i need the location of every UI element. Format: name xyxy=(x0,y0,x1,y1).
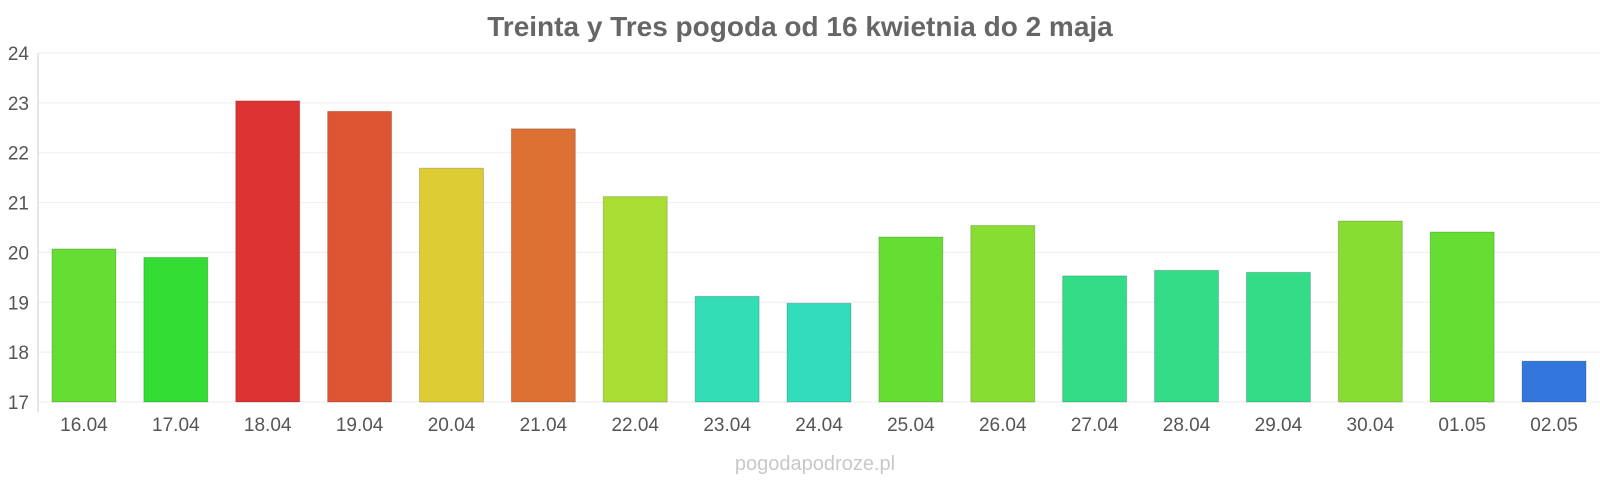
bar-22.04 xyxy=(602,196,668,403)
x-tick-label: 20.04 xyxy=(428,415,476,436)
x-tick-label: 28.04 xyxy=(1163,415,1211,436)
bar-25.04 xyxy=(878,236,944,403)
y-tick-label: 22 xyxy=(8,144,29,165)
bar-24.04 xyxy=(786,302,852,403)
bar-23.04 xyxy=(694,295,760,403)
x-tick-label: 24.04 xyxy=(795,415,843,436)
y-tick-label: 24 xyxy=(8,44,30,65)
bar-27.04 xyxy=(1062,275,1128,403)
bar-30.04 xyxy=(1337,220,1403,403)
y-tick-label: 19 xyxy=(8,293,29,314)
x-tick-label: 30.04 xyxy=(1347,415,1395,436)
y-tick-label: 18 xyxy=(8,343,29,364)
y-tick-label: 20 xyxy=(8,243,29,264)
x-axis: 16.04 17.04 18.04 19.04 20.04 21.04 22.04 23.04… xyxy=(60,415,1578,436)
y-tick-label: 17 xyxy=(8,393,29,414)
x-tick-label: 22.04 xyxy=(611,415,659,436)
bar-18.04 xyxy=(235,100,301,403)
y-tick-label: 21 xyxy=(8,194,29,215)
x-tick-label: 27.04 xyxy=(1071,415,1119,436)
bar-26.04 xyxy=(970,225,1036,403)
chart-title: Treinta y Tres pogoda od 16 kwietnia do … xyxy=(487,11,1113,42)
bar-17.04 xyxy=(143,256,209,403)
x-tick-label: 29.04 xyxy=(1255,415,1303,436)
x-tick-label: 02.05 xyxy=(1530,415,1578,436)
bar-21.04 xyxy=(510,128,576,403)
credit-text: pogodapodroze.pl xyxy=(735,453,895,475)
x-tick-label: 17.04 xyxy=(152,415,200,436)
x-tick-label: 18.04 xyxy=(244,415,292,436)
bar-01.05 xyxy=(1429,231,1495,403)
bar-20.04 xyxy=(418,167,484,403)
y-tick-label: 23 xyxy=(8,94,29,115)
x-tick-label: 16.04 xyxy=(60,415,108,436)
y-axis: 17 18 19 20 21 22 23 24 xyxy=(8,44,39,414)
x-tick-label: 26.04 xyxy=(979,415,1027,436)
x-tick-label: 23.04 xyxy=(703,415,751,436)
x-tick-label: 21.04 xyxy=(520,415,568,436)
bar-29.04 xyxy=(1245,271,1311,403)
bar-19.04 xyxy=(327,110,393,403)
bar-02.05 xyxy=(1521,360,1587,403)
bar-28.04 xyxy=(1154,269,1220,403)
bars xyxy=(51,100,1587,403)
bar-16.04 xyxy=(51,248,117,403)
x-tick-label: 01.05 xyxy=(1438,415,1486,436)
x-tick-label: 19.04 xyxy=(336,415,384,436)
x-tick-label: 25.04 xyxy=(887,415,935,436)
